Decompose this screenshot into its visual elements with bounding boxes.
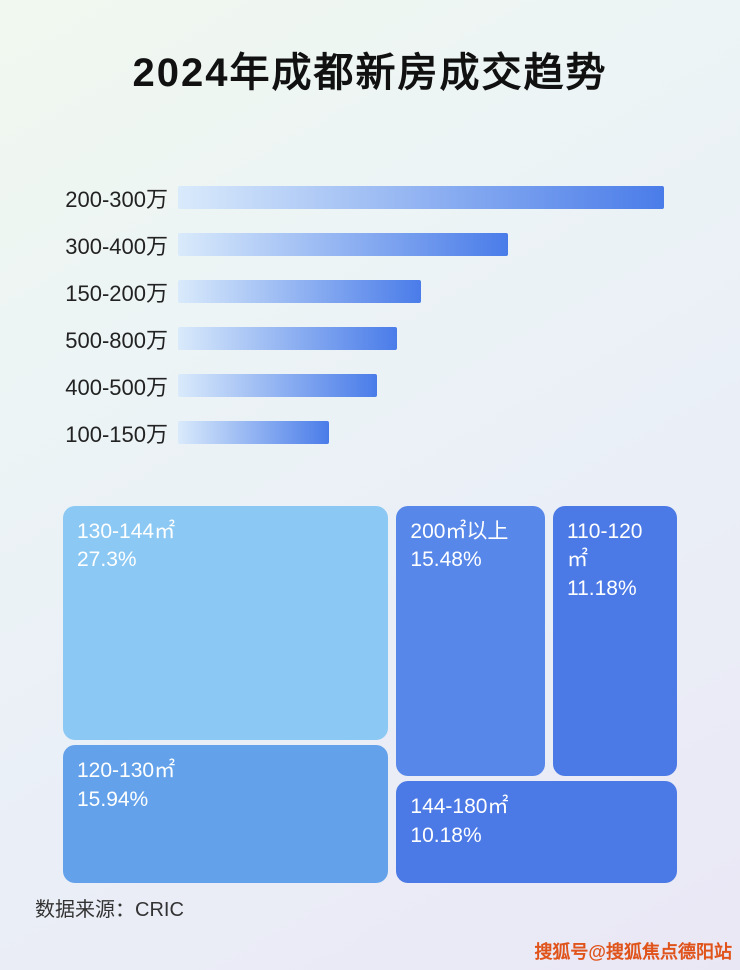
treemap-block-label: 200㎡以上	[410, 520, 509, 543]
bar-row: 100-150万	[56, 409, 740, 456]
bar-category-label: 150-200万	[65, 280, 168, 306]
bar-track	[178, 327, 664, 350]
treemap-block: 130-144㎡ 27.3%	[63, 506, 389, 740]
bar-row: 200-300万	[56, 174, 740, 221]
watermark: 搜狐号@搜狐焦点德阳站	[534, 942, 732, 962]
bar-track	[178, 374, 664, 397]
treemap-block-value: 15.94%	[77, 787, 149, 811]
bar-row: 300-400万	[56, 221, 740, 268]
bar-fill	[178, 280, 421, 303]
treemap-block: 120-130㎡ 15.94%	[63, 745, 389, 883]
bar-fill	[178, 421, 329, 444]
bar-category-label: 300-400万	[65, 233, 168, 259]
bar-category-label: 100-150万	[65, 421, 168, 447]
treemap-block: 200㎡以上 15.48%	[396, 506, 545, 776]
bar-fill	[178, 374, 378, 397]
treemap-block: 110-120㎡ 11.18%	[552, 506, 677, 776]
treemap-block: 144-180㎡ 10.18%	[396, 781, 677, 883]
bar-track	[178, 421, 664, 444]
bar-fill	[178, 327, 397, 350]
bar-track	[178, 233, 664, 256]
treemap-block-value: 10.18%	[410, 823, 482, 847]
treemap-block-label: 110-120㎡	[566, 520, 643, 572]
bar-category-label: 200-300万	[65, 186, 168, 212]
data-source-label: 数据来源：CRIC	[35, 899, 184, 921]
bar-row: 400-500万	[56, 362, 740, 409]
page-title: 2024年成都新房成交趋势	[132, 51, 608, 95]
bar-row: 500-800万	[56, 315, 740, 362]
bar-row: 150-200万	[56, 268, 740, 315]
bar-track	[178, 186, 664, 209]
treemap-block-value: 15.48%	[410, 548, 482, 572]
treemap-block-label: 144-180㎡	[410, 795, 509, 819]
treemap-block-label: 130-144㎡	[77, 520, 176, 543]
bar-fill	[178, 186, 664, 209]
bar-fill	[178, 233, 509, 256]
bar-category-label: 500-800万	[65, 327, 168, 353]
treemap-block-value: 27.3%	[77, 548, 137, 572]
price-range-bar-chart: 200-300万 300-400万 150-200万 500-800万 400-500万…	[0, 174, 740, 456]
treemap-block-value: 11.18%	[566, 576, 637, 600]
bar-track	[178, 280, 664, 303]
area-share-treemap: 130-144㎡ 27.3% 120-130㎡ 15.94% 200㎡以上 15.48% 1…	[63, 506, 677, 883]
treemap-block-label: 120-130㎡	[77, 759, 176, 783]
bar-category-label: 400-500万	[65, 374, 168, 400]
